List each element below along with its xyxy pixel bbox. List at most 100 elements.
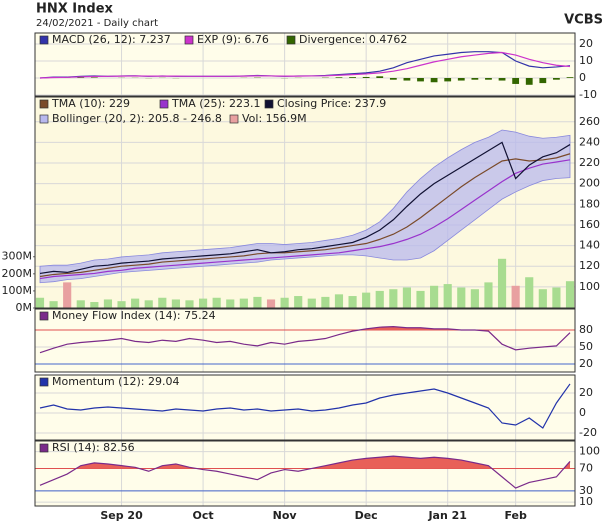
series-line: [39, 383, 571, 429]
y-tick-label: 0: [579, 406, 586, 419]
plot-area: [35, 441, 575, 506]
divergence-bar: [403, 78, 411, 81]
volume-bar: [35, 297, 45, 308]
legend-swatch: [264, 99, 274, 109]
divergence-bar: [498, 78, 506, 81]
volume-bar: [402, 287, 411, 308]
panel-border: [34, 96, 576, 309]
volume-bar: [117, 301, 126, 308]
x-tick-label: Nov: [273, 509, 298, 522]
legend-label: Vol: 156.9M: [242, 112, 307, 125]
volume-bar: [49, 301, 58, 308]
legend-swatch: [159, 99, 169, 109]
volume-bar: [552, 287, 561, 308]
divergence-bar: [457, 78, 465, 81]
series-line: [39, 455, 571, 489]
chart-subtitle: 24/02/2021 - Daily chart: [36, 18, 158, 29]
x-tick-label: Jan 21: [427, 509, 466, 522]
y-tick-label: 10: [579, 54, 593, 67]
x-tick-label: Dec: [355, 509, 378, 522]
y2-tick-label: 300M: [2, 250, 33, 263]
volume-bar: [565, 281, 575, 308]
volume-bar: [443, 284, 452, 308]
volume-bar: [158, 297, 167, 308]
legend-label: Money Flow Index (14): 75.24: [52, 309, 216, 322]
y-tick-label: 200: [579, 177, 600, 190]
legend-swatch: [286, 35, 296, 45]
series-line: [39, 141, 571, 275]
brand: VCBS: [564, 13, 603, 28]
plot-area: [35, 309, 575, 372]
legend-label: MACD (26, 12): 7.237: [52, 33, 171, 46]
volume-bar: [90, 302, 99, 308]
y-tick-label: 100: [579, 280, 600, 293]
volume-bar: [430, 285, 439, 308]
divergence-bar: [539, 78, 547, 84]
legend-swatch: [229, 114, 239, 124]
panel-border: [34, 440, 576, 507]
divergence-bar: [485, 78, 492, 80]
plot-area: [35, 375, 575, 440]
legend-label: Closing Price: 237.9: [277, 97, 386, 110]
y-tick-label: 70: [579, 461, 593, 474]
x-tick-label: Feb: [504, 509, 527, 522]
series-line: [39, 51, 571, 79]
volume-bar: [266, 299, 276, 308]
panel-background: [35, 375, 575, 440]
volume-bar: [76, 300, 85, 308]
y-tick-label: 20: [579, 386, 593, 399]
volume-bar: [511, 285, 520, 308]
divergence-bar: [417, 78, 424, 82]
divergence-bar: [444, 78, 452, 82]
panel-background: [35, 33, 575, 96]
legend-label: Divergence: 0.4762: [299, 33, 407, 46]
volume-bar: [131, 298, 140, 308]
volume-bar: [416, 290, 425, 308]
divergence-bar: [335, 77, 343, 78]
legend-label: RSI (14): 82.56: [52, 441, 135, 454]
y-tick-label: 140: [579, 239, 600, 252]
divergence-bar: [376, 76, 384, 78]
y-tick-label: 120: [579, 259, 600, 272]
x-tick-label: Oct: [193, 509, 214, 522]
y-tick-label: 0: [579, 71, 586, 84]
legend-swatch: [39, 311, 49, 321]
divergence-bar: [471, 78, 479, 80]
volume-bar: [375, 290, 384, 308]
panel-border: [34, 32, 576, 97]
legend-label: EXP (9): 6.76: [197, 33, 269, 46]
legend-swatch: [39, 35, 49, 45]
legend-label: Momentum (12): 29.04: [52, 375, 179, 388]
divergence-bar: [362, 76, 370, 78]
volume-bar: [199, 298, 208, 308]
legend-label: TMA (10): 229: [51, 97, 130, 110]
divergence-bar: [566, 77, 574, 78]
volume-bar: [239, 298, 248, 308]
panel-border: [34, 374, 576, 441]
legend-swatch: [39, 114, 49, 124]
divergence-bar: [90, 77, 98, 78]
y2-tick-label: 0M: [16, 301, 33, 314]
divergence-bar: [349, 77, 356, 78]
volume-bar: [144, 300, 153, 308]
legend-swatch: [184, 35, 194, 45]
volume-bar: [226, 299, 235, 308]
volume-bar: [497, 258, 507, 308]
divergence-bar: [389, 78, 397, 80]
divergence-bar: [77, 77, 85, 78]
y-tick-label: -10: [579, 88, 597, 101]
y-tick-label: -20: [579, 426, 597, 439]
y-tick-label: 20: [579, 37, 593, 50]
y-tick-label: 20: [579, 357, 593, 370]
y-tick-label: 240: [579, 135, 600, 148]
y-tick-label: 30: [579, 484, 593, 497]
volume-bar: [253, 296, 262, 308]
y2-tick-label: 200M: [2, 267, 33, 280]
volume-bar: [538, 289, 547, 308]
volume-bar: [63, 282, 72, 308]
volume-bar: [389, 289, 398, 308]
divergence-bar: [553, 78, 560, 80]
legend-swatch: [39, 443, 49, 453]
